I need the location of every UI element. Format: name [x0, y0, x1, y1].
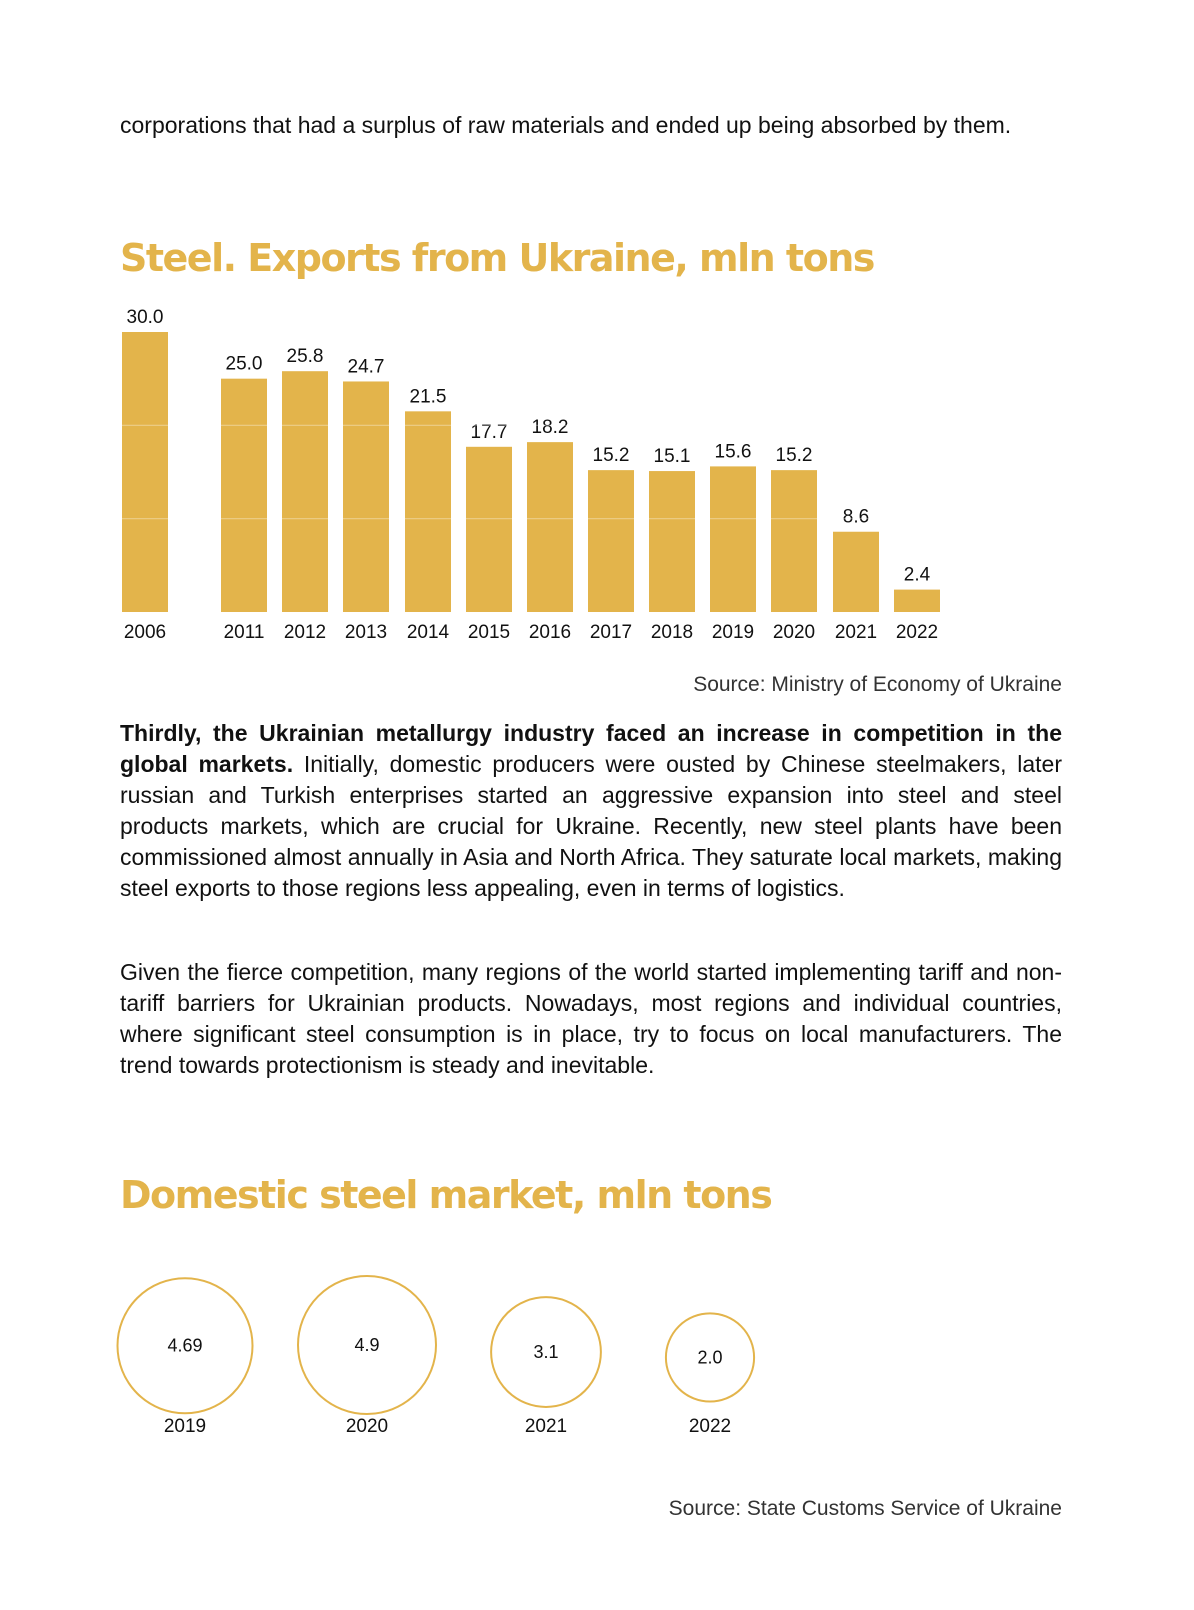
bubble-year-label: 2019	[164, 1416, 206, 1437]
bar-2021	[833, 531, 879, 612]
domestic-bubble-chart: 4.69 2019 4.9 2020 3.1 2021 2.0 2022	[116, 1275, 756, 1437]
bubble-value-label: 3.1	[533, 1342, 558, 1362]
bubble-2020	[297, 1275, 437, 1415]
bar-value-label: 21.5	[410, 386, 447, 407]
bar-2020	[771, 470, 817, 612]
x-tick-label: 2013	[345, 622, 387, 643]
bubble-value-label: 4.9	[354, 1335, 379, 1355]
domestic-chart-source: Source: State Customs Service of Ukraine	[668, 1497, 1062, 1520]
x-tick-label: 2018	[651, 622, 693, 643]
bar-value-label: 15.1	[654, 446, 691, 467]
bubble-year-label: 2020	[346, 1416, 388, 1437]
x-tick-label: 2014	[407, 622, 450, 643]
bar-2022	[894, 589, 940, 612]
x-tick-label: 2019	[712, 622, 754, 643]
x-tick-label: 2017	[590, 622, 632, 643]
x-tick-label: 2016	[529, 622, 571, 643]
bubble-2019	[116, 1277, 254, 1415]
bar-2018	[649, 471, 695, 612]
exports-bar-chart: 30.0 2006 25.0 2011 25.8 2012 24.7 2013 21.5 2014…	[120, 307, 945, 643]
bubble-year-label: 2022	[689, 1416, 731, 1437]
intro-paragraph: corporations that had a surplus of raw m…	[120, 112, 1012, 138]
bar-value-label: 25.8	[287, 346, 324, 367]
bar-value-label: 24.7	[348, 356, 385, 377]
x-tick-label: 2012	[284, 622, 326, 643]
domestic-chart-title: Domestic steel market, mln tons	[120, 1173, 773, 1217]
x-tick-label: 2020	[773, 622, 815, 643]
x-tick-label: 2021	[835, 622, 877, 643]
exports-chart-title: Steel. Exports from Ukraine, mln tons	[120, 236, 875, 280]
bubble-2021	[490, 1296, 602, 1408]
bar-2016	[527, 442, 573, 612]
bar-value-label: 15.2	[593, 445, 630, 466]
bar-value-label: 30.0	[127, 307, 164, 328]
bar-value-label: 25.0	[226, 354, 263, 375]
x-tick-label: 2022	[896, 622, 938, 643]
bar-2017	[588, 470, 634, 612]
bubble-value-label: 4.69	[167, 1336, 202, 1356]
bar-value-label: 15.2	[776, 445, 813, 466]
bar-value-label: 17.7	[471, 422, 508, 443]
competition-paragraph: Thirdly, the Ukrainian metallurgy indust…	[120, 718, 1062, 904]
bar-2011	[221, 378, 267, 612]
bar-value-label: 18.2	[532, 417, 569, 438]
bubble-value-label: 2.0	[697, 1347, 722, 1367]
bar-value-label: 15.6	[715, 441, 752, 462]
competition-body-text: Initially, domestic producers were ouste…	[120, 751, 1062, 901]
bar-2019	[710, 466, 756, 612]
bar-value-label: 8.6	[843, 507, 869, 528]
bar-value-label: 2.4	[904, 565, 931, 586]
bar-2013	[343, 381, 389, 612]
x-tick-label: 2015	[468, 622, 510, 643]
bar-2006	[122, 332, 168, 612]
exports-chart-source: Source: Ministry of Economy of Ukraine	[693, 673, 1062, 696]
x-tick-label: 2006	[124, 622, 166, 643]
competition-lead-text: Thirdly, the Ukrainian metallurgy indust…	[120, 720, 1062, 777]
x-tick-label: 2011	[224, 622, 265, 643]
bar-2015	[466, 446, 512, 612]
bubble-year-label: 2021	[525, 1416, 567, 1437]
bar-2012	[282, 371, 328, 612]
exports-gridlines	[120, 424, 945, 520]
bubble-2022	[664, 1312, 756, 1403]
bar-2014	[405, 411, 451, 612]
protectionism-paragraph: Given the fierce competition, many regio…	[120, 959, 1062, 1078]
